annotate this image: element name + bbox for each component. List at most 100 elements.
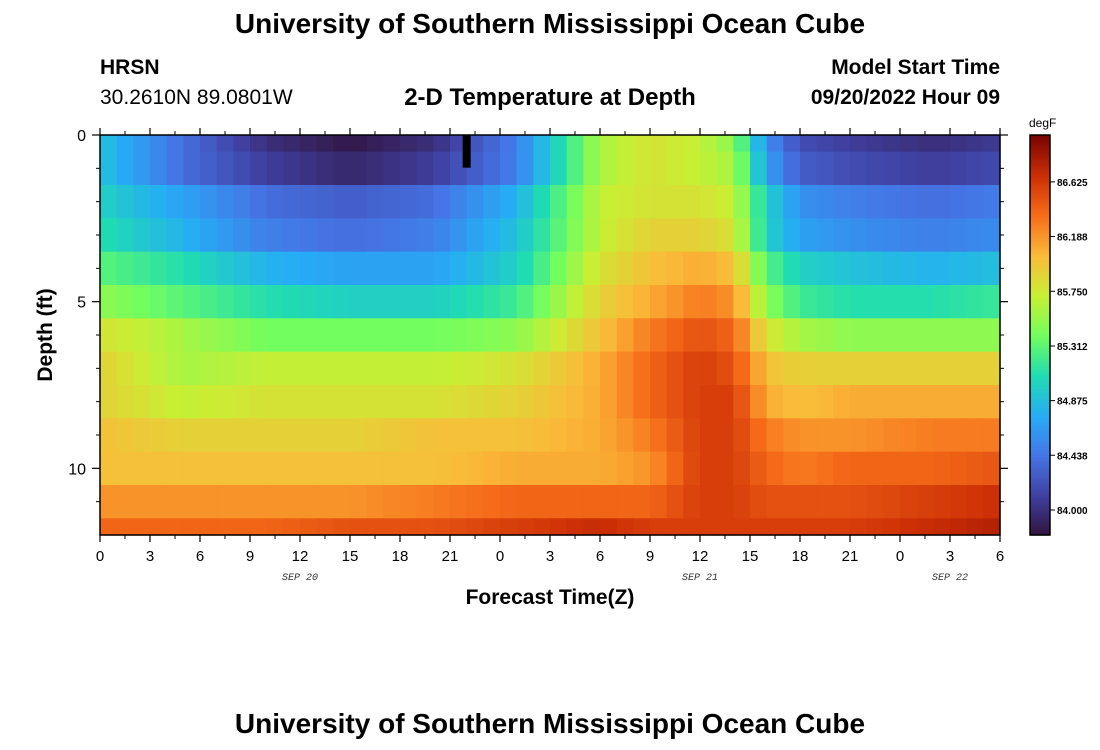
heatmap-cell — [233, 318, 251, 353]
heatmap-cell — [966, 418, 984, 453]
heatmap-cell — [166, 385, 184, 419]
heatmap-cell — [133, 151, 151, 186]
heatmap-cell — [816, 285, 834, 319]
heatmap-cell — [450, 351, 468, 386]
heatmap-cell — [150, 185, 168, 219]
heatmap-cell — [400, 518, 418, 536]
heatmap-cell — [533, 135, 551, 153]
heatmap-cell — [233, 285, 251, 319]
heatmap-cell — [350, 385, 368, 419]
colorbar-swatch — [1030, 421, 1050, 424]
heatmap-cell — [666, 251, 684, 286]
heatmap-cell — [850, 518, 868, 536]
colorbar-swatch — [1030, 511, 1050, 514]
heatmap-cell — [766, 185, 784, 219]
colorbar-swatch — [1030, 395, 1050, 398]
heatmap-cell — [900, 285, 918, 319]
heatmap-cell — [900, 418, 918, 453]
heatmap-cell — [350, 518, 368, 536]
heatmap-cell — [783, 151, 801, 186]
heatmap-cell — [783, 385, 801, 419]
heatmap-cell — [933, 518, 951, 536]
heatmap-cell — [466, 135, 484, 153]
heatmap-cell — [616, 418, 634, 453]
heatmap-cell — [516, 151, 534, 186]
heatmap-cell — [816, 451, 834, 486]
colorbar-swatch — [1030, 505, 1050, 508]
colorbar-swatch — [1030, 235, 1050, 238]
heatmap-cell — [983, 351, 1001, 386]
heatmap-cell — [383, 135, 401, 153]
colorbar-tick-label: 86.188 — [1057, 233, 1088, 244]
heatmap-cell — [366, 251, 384, 286]
heatmap-cell — [433, 351, 451, 386]
heatmap-cell — [683, 251, 701, 286]
heatmap-cell — [100, 151, 118, 186]
heatmap-cell — [966, 218, 984, 253]
heatmap-cell — [416, 135, 434, 153]
heatmap-cell — [500, 135, 518, 153]
heatmap-cell — [616, 151, 634, 186]
heatmap-cell — [916, 485, 934, 519]
heatmap-cell — [183, 318, 201, 353]
heatmap-cell — [700, 251, 718, 286]
colorbar-swatch — [1030, 269, 1050, 272]
colorbar-swatch — [1030, 143, 1050, 146]
heatmap-cell — [700, 151, 718, 186]
heatmap-cell — [783, 218, 801, 253]
colorbar-swatch — [1030, 205, 1050, 208]
heatmap-cell — [983, 451, 1001, 486]
heatmap-cell — [750, 251, 768, 286]
heatmap-cell — [116, 135, 134, 153]
heatmap-cell — [150, 385, 168, 419]
heatmap-cell — [466, 418, 484, 453]
heatmap-cell — [283, 151, 301, 186]
heatmap-cell — [466, 285, 484, 319]
colorbar-swatch — [1030, 461, 1050, 464]
heatmap-cell — [350, 485, 368, 519]
colorbar-swatch — [1030, 403, 1050, 406]
heatmap-cell — [133, 185, 151, 219]
colorbar-swatch — [1030, 313, 1050, 316]
heatmap-cell — [133, 451, 151, 486]
heatmap-cell — [283, 351, 301, 386]
heatmap-cell — [483, 218, 501, 253]
heatmap-cell — [866, 418, 884, 453]
heatmap-cell — [383, 218, 401, 253]
heatmap-cell — [883, 518, 901, 536]
heatmap-cell — [583, 451, 601, 486]
heatmap-cell — [650, 285, 668, 319]
heatmap-cell — [266, 251, 284, 286]
colorbar-swatch — [1030, 141, 1050, 144]
heatmap-cell — [433, 251, 451, 286]
colorbar-swatch — [1030, 359, 1050, 362]
heatmap-cell — [933, 218, 951, 253]
x-tick-label: 0 — [496, 548, 504, 565]
heatmap-cell — [666, 485, 684, 519]
colorbar-swatch — [1030, 153, 1050, 156]
heatmap-cell — [150, 251, 168, 286]
heatmap-cell — [883, 451, 901, 486]
colorbar-swatch — [1030, 473, 1050, 476]
heatmap-cell — [733, 351, 751, 386]
heatmap-cell — [350, 185, 368, 219]
heatmap-cell — [866, 318, 884, 353]
colorbar-swatch — [1030, 355, 1050, 358]
heatmap-cell — [266, 385, 284, 419]
heatmap-cell — [616, 518, 634, 536]
heatmap-cell — [333, 418, 351, 453]
heatmap-cell — [833, 151, 851, 186]
heatmap-cell — [400, 485, 418, 519]
colorbar-swatch — [1030, 481, 1050, 484]
heatmap-cell — [583, 518, 601, 536]
colorbar-swatch — [1030, 497, 1050, 500]
x-tick-label: 0 — [96, 548, 104, 565]
colorbar-swatch — [1030, 177, 1050, 180]
heatmap-cell — [983, 251, 1001, 286]
heatmap-cell — [616, 251, 634, 286]
y-axis-title: Depth (ft) — [34, 288, 57, 381]
colorbar-swatch — [1030, 233, 1050, 236]
heatmap-cell — [233, 151, 251, 186]
x-tick-label: 0 — [896, 548, 904, 565]
heatmap-cell — [466, 518, 484, 536]
